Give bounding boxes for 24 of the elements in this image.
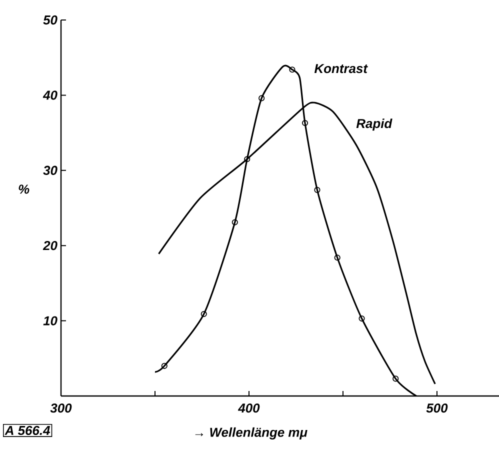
point bbox=[161, 362, 168, 369]
y-axis-title: % bbox=[18, 184, 30, 194]
x-tick-label: 400 bbox=[238, 403, 260, 413]
series-label: Rapid bbox=[356, 118, 392, 131]
point bbox=[392, 376, 399, 382]
y-tick-label: 50 bbox=[43, 15, 58, 25]
x-axis-title: → Wellenlänge mμ bbox=[195, 427, 308, 440]
point bbox=[314, 186, 320, 193]
y-tick-label: 20 bbox=[42, 241, 58, 250]
x-tick-label: 500 bbox=[426, 403, 448, 413]
series-label: Kontrast bbox=[314, 64, 368, 74]
y-tick-label: 30 bbox=[43, 166, 58, 175]
y-tick-label: 40 bbox=[42, 90, 58, 100]
point bbox=[200, 310, 207, 318]
point bbox=[232, 219, 238, 226]
point bbox=[302, 120, 308, 126]
point bbox=[289, 66, 296, 73]
point bbox=[244, 156, 250, 162]
y-tick-label: 10 bbox=[43, 316, 58, 326]
text: A 566.4 bbox=[4, 426, 50, 436]
point bbox=[334, 254, 340, 261]
x-tick-label: 300 bbox=[50, 403, 72, 413]
point bbox=[258, 95, 265, 102]
point bbox=[358, 315, 365, 322]
